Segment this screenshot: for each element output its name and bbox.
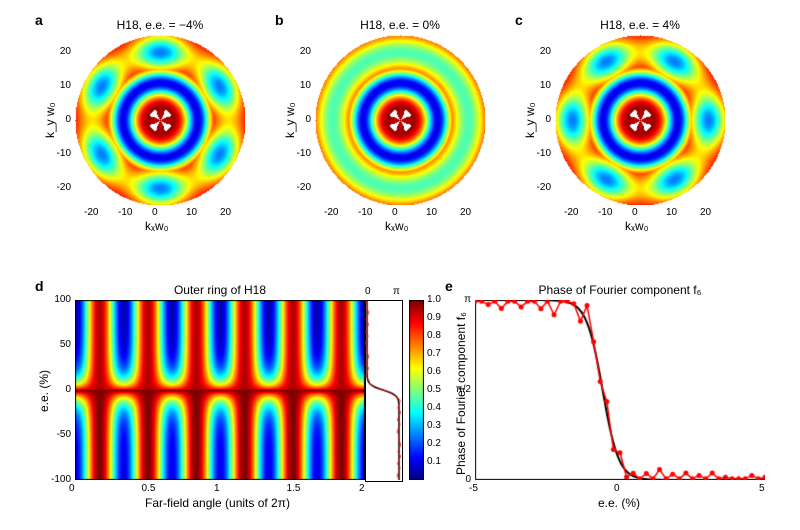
xlabel-d: Far-field angle (units of 2π) xyxy=(145,496,290,510)
cbar-tick: 0.8 xyxy=(427,330,441,341)
xlabel-e: e.e. (%) xyxy=(598,496,640,510)
d-xtick: 0.5 xyxy=(142,483,156,494)
ring-xtick: 10 xyxy=(666,207,677,218)
cbar-tick: 0.4 xyxy=(427,402,441,413)
ring-ytick: -20 xyxy=(529,182,551,193)
panel-label-d: d xyxy=(35,278,44,294)
cbar-tick: 0.6 xyxy=(427,366,441,377)
e-ytick: 0 xyxy=(447,474,471,485)
title-d: Outer ring of H18 xyxy=(75,283,365,297)
ring-xtick: 0 xyxy=(152,207,158,218)
xlabel-a: kₓw₀ xyxy=(145,219,169,233)
e-xtick: 0 xyxy=(614,483,620,494)
title-c: H18, e.e. = 4% xyxy=(540,18,740,32)
cbar-tick: 1.0 xyxy=(427,294,441,305)
e-ytick: π/2 xyxy=(447,384,471,395)
phase-plot-e xyxy=(475,300,765,480)
d-ytick: -50 xyxy=(43,429,71,440)
d-xtick: 2 xyxy=(359,483,365,494)
ring-xtick: 20 xyxy=(460,207,471,218)
ring-ytick: 20 xyxy=(289,46,311,57)
panel-label-b: b xyxy=(275,12,284,28)
title-a: H18, e.e. = −4% xyxy=(60,18,260,32)
ring-ytick: -10 xyxy=(529,148,551,159)
ring-xtick: -10 xyxy=(358,207,372,218)
e-xtick: 5 xyxy=(759,483,765,494)
d-ytick: 0 xyxy=(43,384,71,395)
ring-plot-c xyxy=(555,35,725,205)
colorbar-d xyxy=(409,300,424,480)
figure-root: { "panel_labels": {"a":"a","b":"b","c":"… xyxy=(0,0,800,530)
ring-ytick: -10 xyxy=(49,148,71,159)
ring-xtick: 0 xyxy=(392,207,398,218)
cbar-tick: 0.2 xyxy=(427,438,441,449)
cbar-tick: 0.3 xyxy=(427,420,441,431)
heatmap-d xyxy=(75,300,365,480)
ring-ytick: 20 xyxy=(529,46,551,57)
phase-marker-pi: π xyxy=(393,286,400,297)
ring-ytick: 0 xyxy=(529,114,551,125)
ring-xtick: -20 xyxy=(564,207,578,218)
ring-xtick: 10 xyxy=(426,207,437,218)
ring-plot-b xyxy=(315,35,485,205)
e-ytick: π xyxy=(447,294,471,305)
ring-ytick: 10 xyxy=(289,80,311,91)
panel-label-a: a xyxy=(35,12,43,28)
cbar-tick: 0.5 xyxy=(427,384,441,395)
ring-xtick: 20 xyxy=(700,207,711,218)
ring-ytick: 10 xyxy=(529,80,551,91)
ring-ytick: 10 xyxy=(49,80,71,91)
ring-xtick: -20 xyxy=(324,207,338,218)
panel-label-e: e xyxy=(445,278,453,294)
ring-xtick: 0 xyxy=(632,207,638,218)
ring-xtick: -10 xyxy=(598,207,612,218)
panel-label-c: c xyxy=(515,12,523,28)
title-b: H18, e.e. = 0% xyxy=(300,18,500,32)
ring-ytick: 20 xyxy=(49,46,71,57)
phase-extract-curve xyxy=(365,300,401,480)
phase-marker-0: 0 xyxy=(365,286,371,297)
ring-ytick: 0 xyxy=(49,114,71,125)
d-ytick: -100 xyxy=(43,474,71,485)
xlabel-c: kₓw₀ xyxy=(625,219,649,233)
cbar-tick: 0.1 xyxy=(427,456,441,467)
ring-xtick: -10 xyxy=(118,207,132,218)
ring-plot-a xyxy=(75,35,245,205)
title-e: Phase of Fourier component f₆ xyxy=(475,283,765,297)
ring-xtick: -20 xyxy=(84,207,98,218)
ring-xtick: 10 xyxy=(186,207,197,218)
ring-xtick: 20 xyxy=(220,207,231,218)
ring-ytick: 0 xyxy=(289,114,311,125)
xlabel-b: kₓw₀ xyxy=(385,219,409,233)
d-ytick: 100 xyxy=(43,294,71,305)
d-xtick: 1 xyxy=(214,483,220,494)
ring-ytick: -20 xyxy=(289,182,311,193)
cbar-tick: 0.7 xyxy=(427,348,441,359)
ring-ytick: -20 xyxy=(49,182,71,193)
ring-ytick: -10 xyxy=(289,148,311,159)
d-xtick: 1.5 xyxy=(287,483,301,494)
d-ytick: 50 xyxy=(43,339,71,350)
cbar-tick: 0.9 xyxy=(427,312,441,323)
